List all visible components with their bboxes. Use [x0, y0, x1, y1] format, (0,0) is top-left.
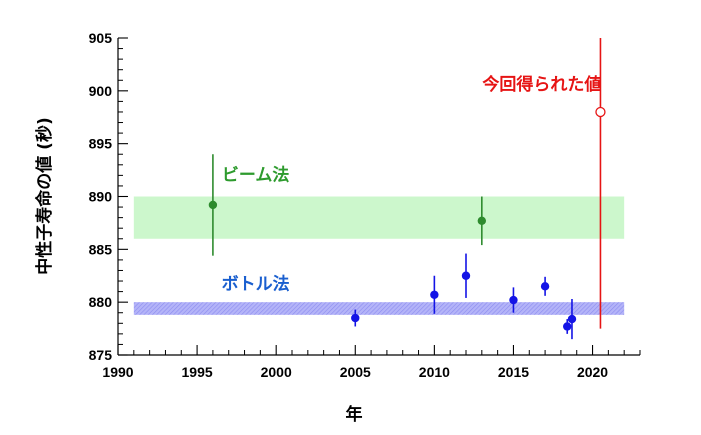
annotation-label: ビーム法 — [222, 165, 290, 186]
data-point — [351, 313, 360, 323]
data-point — [208, 200, 218, 210]
x-axis-title: 年 — [346, 404, 363, 425]
band-beam — [133, 196, 625, 239]
y-tick-label: 905 — [89, 30, 113, 46]
data-point — [563, 322, 572, 331]
y-tick-label: 880 — [89, 294, 113, 310]
bands-layer — [133, 196, 625, 315]
y-tick-label: 890 — [89, 189, 113, 205]
y-tick-label: 895 — [89, 136, 113, 152]
data-point-open — [595, 106, 606, 118]
points-layer — [208, 38, 606, 340]
x-tick-label: 2015 — [498, 364, 529, 380]
x-tick-label: 1990 — [102, 364, 133, 380]
data-point — [540, 282, 550, 291]
y-axis-title: 中性子寿命の値 (秒) — [34, 117, 55, 274]
x-tick-label: 1995 — [182, 364, 213, 380]
annotation-label: 今回得られた値 — [482, 74, 601, 95]
x-tick-label: 2005 — [340, 364, 371, 380]
data-point — [567, 314, 577, 324]
y-tick-label: 875 — [89, 347, 113, 363]
x-tick-label: 2000 — [261, 364, 292, 380]
data-point — [461, 271, 471, 280]
data-point — [477, 216, 487, 226]
y-tick-label: 900 — [89, 83, 113, 99]
x-tick-label: 2020 — [577, 364, 608, 380]
data-point — [430, 290, 439, 299]
ticks-layer: 875 880 885 890 895 900 905 1990 1995 2000 2005 201… — [89, 30, 641, 380]
x-tick-label: 2010 — [419, 364, 450, 380]
band-bottle — [133, 302, 625, 315]
y-tick-label: 885 — [89, 241, 113, 257]
data-point — [509, 295, 518, 305]
annotation-label: ボトル法 — [222, 273, 290, 294]
